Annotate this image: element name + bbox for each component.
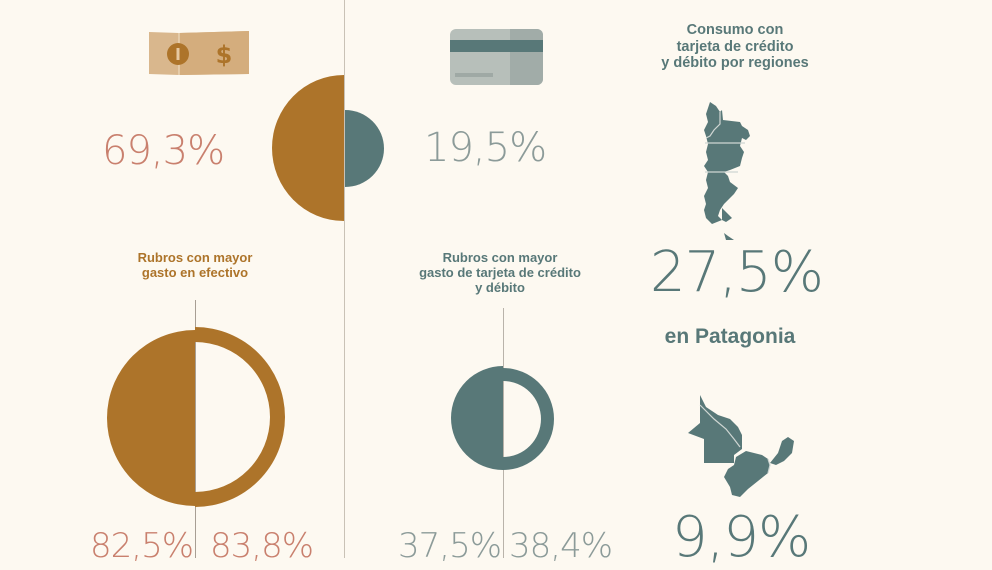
cash-share-value: 69,3% <box>102 128 225 174</box>
card-categories-right-value: 38,4% <box>509 526 613 566</box>
card-categories-chart <box>450 366 554 472</box>
cash-half-circle <box>272 75 344 221</box>
banknote-icon: $ <box>149 30 249 76</box>
cash-categories-divider <box>195 300 196 558</box>
cash-categories-title: Rubros con mayor gasto en efectivo <box>95 250 295 281</box>
card-categories-divider <box>503 308 504 558</box>
card-categories-title-line2: gasto de tarjeta de crédito <box>419 264 581 280</box>
patagonia-map-icon <box>700 100 756 240</box>
patagonia-label: en Patagonia <box>664 325 796 348</box>
regions-title-line1: Consumo con <box>686 22 784 38</box>
cash-categories-title-line1: Rubros con mayor <box>137 250 253 265</box>
card-categories-title: Rubros con mayor gasto de tarjeta de cré… <box>385 250 615 296</box>
cash-categories-chart <box>107 327 289 509</box>
regions-title: Consumo con tarjeta de crédito y débito … <box>620 22 850 72</box>
svg-text:$: $ <box>216 41 233 69</box>
regions-title-line3: y débito por regiones <box>661 55 809 72</box>
patagonia-value: 27,5% <box>650 240 824 305</box>
region-map-icon <box>684 393 796 501</box>
card-share-value: 19,5% <box>424 125 547 171</box>
card-categories-title-line3: y débito <box>475 279 525 295</box>
cash-categories-right-value: 83,8% <box>210 526 314 566</box>
cash-categories-left-value: 82,5% <box>90 526 194 566</box>
card-categories-left-value: 37,5% <box>398 526 502 566</box>
card-categories-title-line1: Rubros con mayor <box>442 250 558 265</box>
center-divider <box>344 0 345 558</box>
second-region-value: 9,9% <box>672 505 811 570</box>
card-half-circle <box>345 110 385 187</box>
cash-categories-title-line2: gasto en efectivo <box>141 264 249 280</box>
regions-title-line2: tarjeta de crédito <box>676 38 794 55</box>
credit-card-icon <box>450 29 543 85</box>
